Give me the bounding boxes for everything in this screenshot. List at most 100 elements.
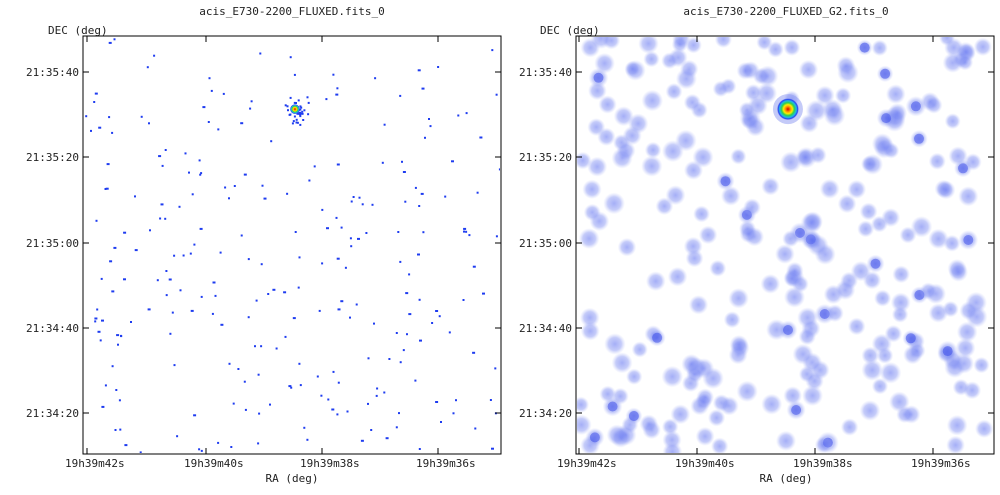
photon-event (244, 408, 247, 411)
smoothed-event (617, 237, 637, 257)
photon-event (406, 333, 408, 336)
smoothed-event (837, 194, 857, 214)
photon-event (489, 399, 492, 401)
photon-event (340, 300, 344, 303)
smoothed-event (598, 95, 617, 114)
photon-event (147, 308, 151, 311)
photon-event (404, 200, 407, 203)
photon-event (228, 197, 230, 200)
source-event (299, 108, 302, 111)
photon-event (360, 439, 364, 442)
smoothed-event (683, 236, 703, 256)
photon-event (90, 129, 92, 132)
photon-event (298, 362, 301, 365)
photon-event (326, 227, 329, 230)
smoothed-event (783, 286, 806, 308)
y-tick-label: 21:35:20 (26, 151, 79, 164)
smoothed-event (729, 335, 749, 354)
photon-event (418, 448, 421, 450)
smoothed-event (871, 39, 888, 57)
smoothed-event (707, 409, 726, 427)
smoothed-event (728, 288, 749, 309)
photon-event (297, 286, 300, 289)
y-ticks-right: 21:35:40 21:35:20 21:35:00 21:34:40 21:34:20 (519, 66, 994, 420)
photon-event (148, 122, 150, 125)
smoothed-event (594, 52, 615, 74)
smoothed-event (964, 153, 982, 171)
photon-event (337, 308, 341, 311)
smoothed-event (956, 321, 978, 343)
photon-event (164, 149, 167, 151)
smoothed-event (661, 365, 684, 388)
smoothed-event (760, 274, 781, 294)
photon-event (257, 442, 260, 445)
smoothed-event (885, 84, 906, 104)
smoothed-event (579, 307, 600, 328)
smoothed-event (939, 37, 956, 46)
photon-event (104, 188, 107, 190)
photon-event (337, 381, 340, 384)
smoothed-event (946, 435, 965, 453)
photon-event (100, 277, 103, 280)
smoothed-event (783, 39, 801, 56)
photon-event (111, 290, 115, 293)
photon-event (111, 131, 114, 134)
photon-event (336, 257, 340, 260)
photon-event (233, 185, 236, 187)
photon-event (498, 168, 500, 171)
photon-event (465, 112, 468, 115)
smoothed-event (783, 386, 803, 405)
photon-event (240, 234, 243, 237)
smoothed-event (798, 59, 819, 80)
smoothed-event (850, 261, 872, 282)
photon-event (308, 179, 311, 182)
smoothed-event (743, 198, 761, 217)
events-layer-right (577, 37, 993, 453)
photon-event (96, 308, 99, 311)
smoothed-event (767, 41, 784, 58)
smoothed-event (786, 261, 804, 280)
photon-event (437, 66, 440, 68)
source-event (288, 113, 291, 116)
y-tick-label: 21:34:40 (26, 322, 79, 335)
photon-event (405, 292, 409, 295)
photon-event (219, 251, 222, 254)
smoothed-event (739, 225, 758, 244)
y-tick-label: 21:35:20 (519, 151, 572, 164)
smoothed-event (928, 228, 949, 250)
smoothed-event (665, 185, 686, 206)
photon-event (169, 332, 172, 335)
photon-event (232, 402, 235, 405)
smoothed-event (943, 234, 961, 252)
photon-event (139, 451, 142, 453)
photon-event (340, 226, 343, 229)
photon-event (375, 394, 378, 397)
smoothed-event (582, 179, 602, 199)
bright-source (776, 98, 799, 121)
photon-event (119, 428, 122, 431)
photon-event (243, 173, 247, 176)
photon-event (296, 121, 299, 124)
photon-event (108, 41, 112, 44)
photon-event (250, 100, 253, 103)
smoothed-event (775, 430, 797, 451)
smoothed-event (819, 178, 840, 199)
source-event (297, 99, 300, 102)
photon-event (370, 429, 373, 431)
smoothed-event (578, 228, 600, 250)
smoothed-event (871, 215, 888, 233)
photon-event (325, 98, 328, 101)
smoothed-event (859, 400, 881, 421)
photon-event (261, 184, 264, 187)
photon-event (97, 330, 101, 333)
photon-event (173, 364, 176, 367)
smoothed-event-core (607, 401, 618, 412)
photon-event (472, 265, 476, 268)
smoothed-event (860, 155, 878, 173)
photon-event (208, 77, 211, 80)
photon-event (419, 339, 422, 342)
smoothed-event (720, 186, 741, 206)
photon-event (374, 77, 377, 80)
photon-event (367, 357, 370, 360)
photon-event (414, 186, 417, 189)
